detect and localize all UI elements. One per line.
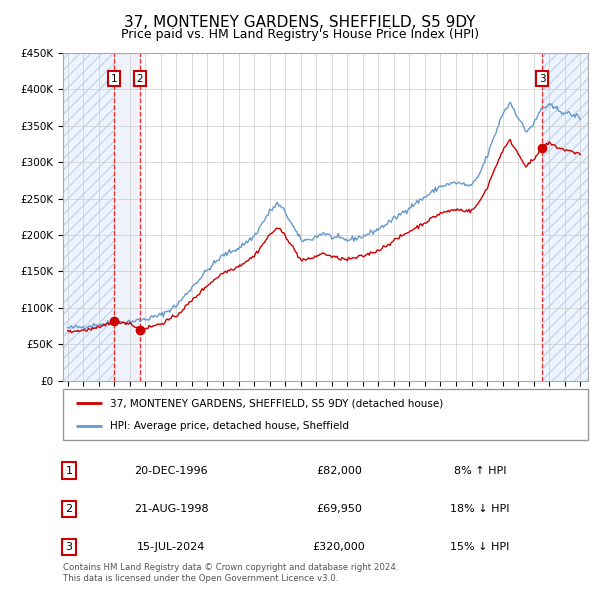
Text: 37, MONTENEY GARDENS, SHEFFIELD, S5 9DY: 37, MONTENEY GARDENS, SHEFFIELD, S5 9DY — [124, 15, 476, 30]
Bar — [114, 53, 140, 381]
Bar — [63, 53, 114, 381]
Text: Contains HM Land Registry data © Crown copyright and database right 2024.
This d: Contains HM Land Registry data © Crown c… — [63, 563, 398, 583]
Text: £69,950: £69,950 — [316, 504, 362, 514]
Text: 37, MONTENEY GARDENS, SHEFFIELD, S5 9DY (detached house): 37, MONTENEY GARDENS, SHEFFIELD, S5 9DY … — [110, 398, 443, 408]
Text: 15-JUL-2024: 15-JUL-2024 — [137, 542, 205, 552]
Text: HPI: Average price, detached house, Sheffield: HPI: Average price, detached house, Shef… — [110, 421, 349, 431]
Text: 3: 3 — [65, 542, 73, 552]
Text: £320,000: £320,000 — [313, 542, 365, 552]
Text: 20-DEC-1996: 20-DEC-1996 — [134, 466, 208, 476]
Text: Price paid vs. HM Land Registry's House Price Index (HPI): Price paid vs. HM Land Registry's House … — [121, 28, 479, 41]
Text: 18% ↓ HPI: 18% ↓ HPI — [450, 504, 510, 514]
Bar — [542, 53, 588, 381]
Text: 3: 3 — [539, 74, 545, 84]
Text: £82,000: £82,000 — [316, 466, 362, 476]
Text: 2: 2 — [65, 504, 73, 514]
Text: 1: 1 — [65, 466, 73, 476]
FancyBboxPatch shape — [63, 389, 588, 440]
Text: 21-AUG-1998: 21-AUG-1998 — [134, 504, 208, 514]
Text: 1: 1 — [110, 74, 117, 84]
Text: 8% ↑ HPI: 8% ↑ HPI — [454, 466, 506, 476]
Text: 15% ↓ HPI: 15% ↓ HPI — [451, 542, 509, 552]
Text: 2: 2 — [136, 74, 143, 84]
